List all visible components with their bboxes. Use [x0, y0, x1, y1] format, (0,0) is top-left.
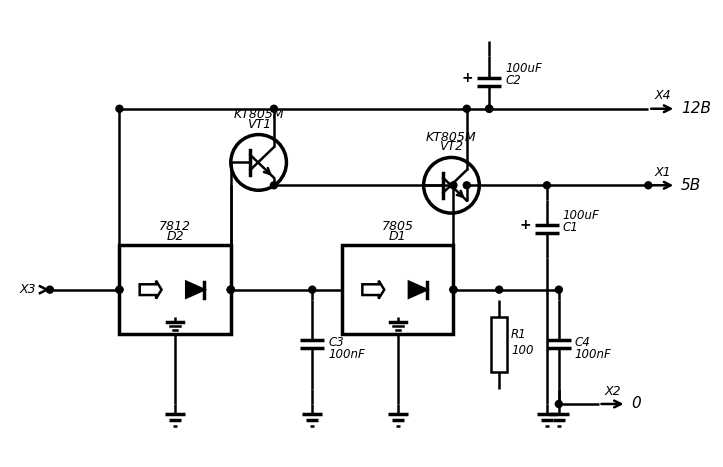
- Circle shape: [270, 182, 278, 189]
- Polygon shape: [187, 282, 204, 297]
- Bar: [119, 245, 231, 334]
- Circle shape: [486, 105, 492, 112]
- Text: X2: X2: [604, 384, 621, 397]
- Text: 100: 100: [511, 344, 534, 357]
- Text: KT805M: KT805M: [426, 131, 476, 143]
- Text: X4: X4: [654, 89, 671, 102]
- Bar: [342, 245, 453, 334]
- Text: 12B: 12B: [681, 101, 711, 116]
- Circle shape: [555, 286, 562, 293]
- Circle shape: [544, 182, 550, 189]
- Circle shape: [227, 286, 234, 293]
- Circle shape: [463, 182, 470, 189]
- Circle shape: [463, 105, 470, 112]
- Circle shape: [496, 286, 502, 293]
- Circle shape: [116, 286, 123, 293]
- Text: 7812: 7812: [159, 220, 191, 233]
- Text: C3: C3: [328, 336, 344, 349]
- Text: +: +: [519, 218, 531, 232]
- Text: X3: X3: [20, 283, 36, 296]
- Bar: [491, 317, 507, 372]
- Circle shape: [46, 286, 54, 293]
- Text: D1: D1: [389, 230, 406, 243]
- Text: C4: C4: [575, 336, 591, 349]
- Circle shape: [450, 286, 457, 293]
- Text: R1: R1: [511, 328, 527, 341]
- Text: D2: D2: [166, 230, 184, 243]
- Text: 5B: 5B: [681, 178, 701, 193]
- Circle shape: [486, 105, 492, 112]
- Circle shape: [116, 105, 123, 112]
- Text: 0: 0: [631, 396, 641, 411]
- Text: 7805: 7805: [382, 220, 414, 233]
- Circle shape: [645, 182, 651, 189]
- Circle shape: [555, 401, 562, 408]
- Circle shape: [450, 286, 457, 293]
- Text: X1: X1: [654, 166, 671, 179]
- Text: 100nF: 100nF: [328, 348, 365, 361]
- Circle shape: [227, 286, 234, 293]
- Text: 100uF: 100uF: [505, 62, 542, 75]
- Text: +: +: [462, 71, 474, 85]
- Text: VT2: VT2: [440, 141, 463, 154]
- Circle shape: [116, 286, 123, 293]
- Text: VT1: VT1: [247, 118, 270, 131]
- Polygon shape: [409, 282, 427, 297]
- Circle shape: [227, 286, 234, 293]
- Text: C1: C1: [562, 220, 578, 234]
- Circle shape: [309, 286, 316, 293]
- Circle shape: [450, 182, 457, 189]
- Text: C2: C2: [505, 74, 521, 87]
- Text: 100nF: 100nF: [575, 348, 612, 361]
- Text: 100uF: 100uF: [562, 209, 599, 222]
- Circle shape: [270, 105, 278, 112]
- Text: KT805M: KT805M: [234, 108, 284, 120]
